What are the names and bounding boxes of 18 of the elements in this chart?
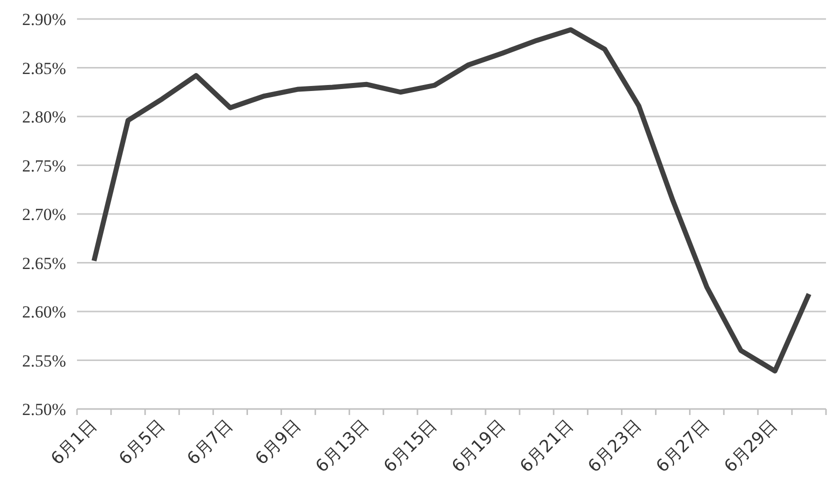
x-tick-label: 6月29日 — [720, 416, 782, 477]
y-tick-label: 2.75% — [22, 156, 66, 176]
x-tick-label: 6月27日 — [652, 416, 714, 477]
y-tick-label: 2.90% — [22, 10, 66, 29]
x-tick-label: 6月5日 — [115, 416, 169, 470]
x-tick-label: 6月13日 — [312, 416, 374, 477]
y-tick-label: 2.55% — [22, 351, 66, 370]
y-tick-label: 2.80% — [22, 108, 66, 126]
x-tick-label: 6月7日 — [184, 416, 238, 470]
x-tick-label: 6月19日 — [448, 416, 510, 477]
y-tick-label: 2.65% — [22, 254, 66, 273]
y-tick-label: 2.85% — [22, 58, 66, 78]
x-tick-label: 6月23日 — [584, 416, 646, 477]
y-tick-label: 2.60% — [22, 302, 66, 322]
y-tick-label: 2.70% — [22, 205, 66, 224]
x-tick-label: 6月21日 — [516, 416, 578, 477]
x-tick-label: 6月15日 — [380, 416, 442, 477]
x-tick-label: 6月9日 — [252, 416, 306, 470]
